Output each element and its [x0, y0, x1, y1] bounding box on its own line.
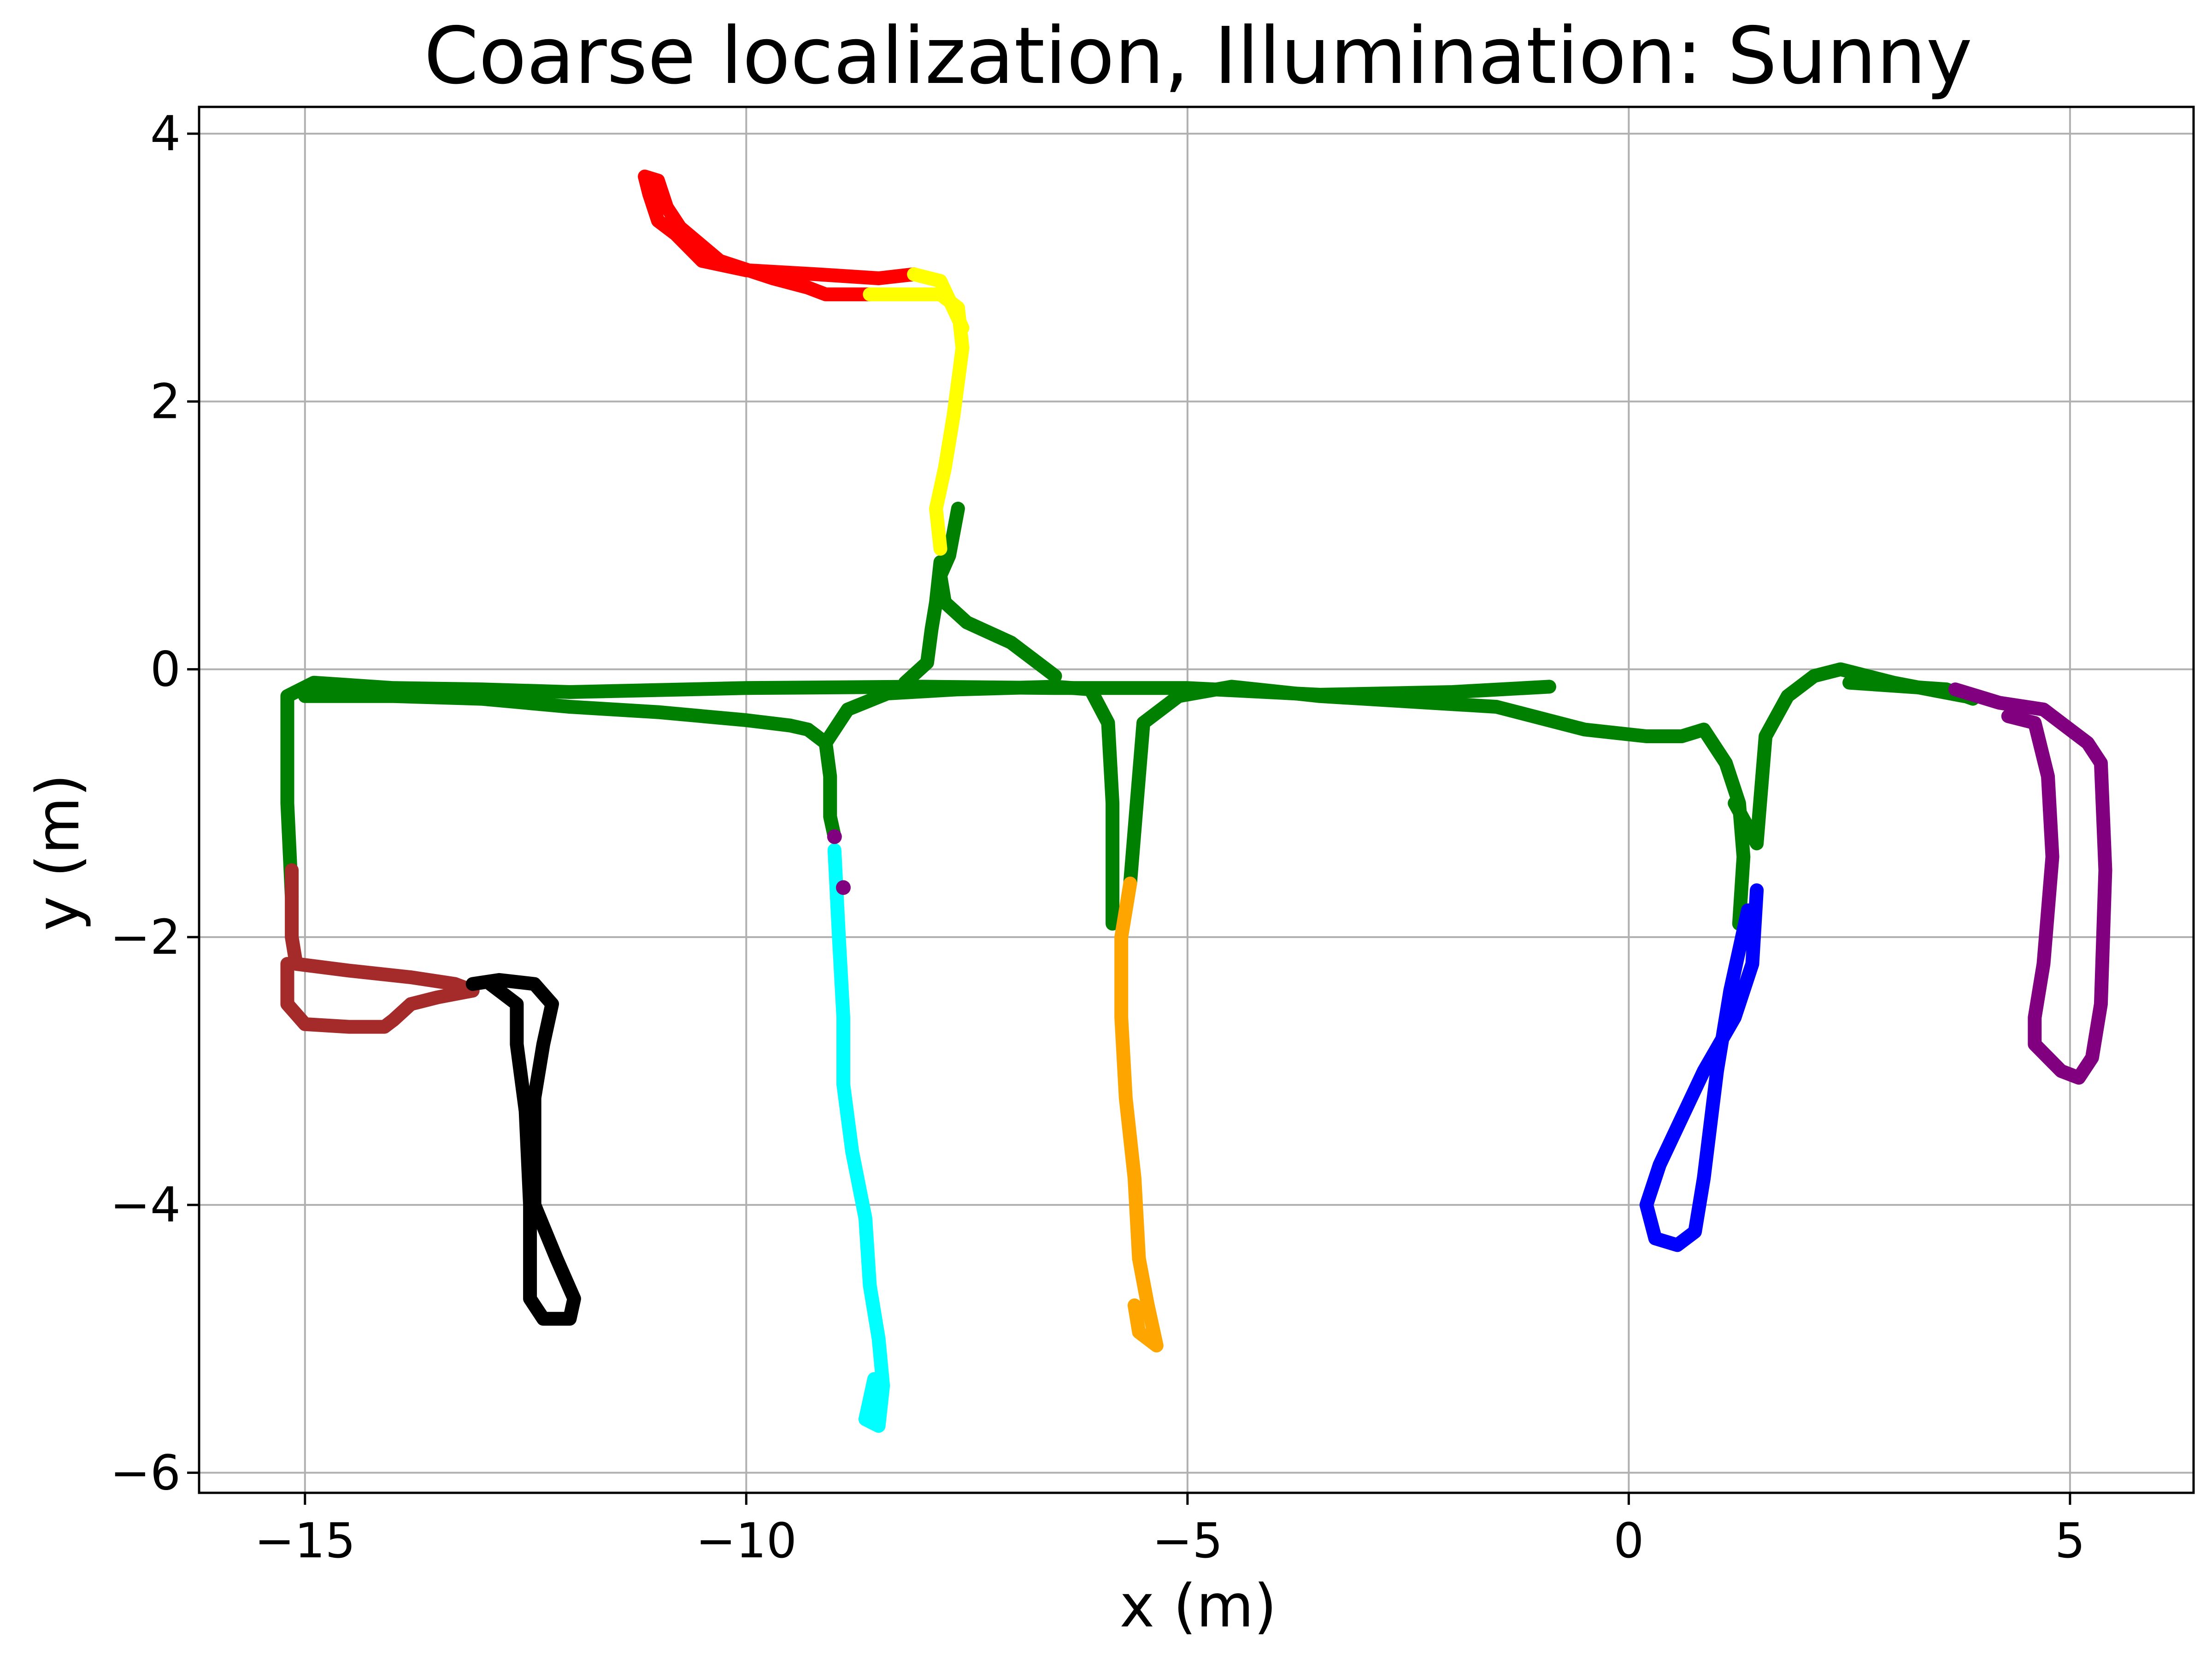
x-axis-label: x (m)	[1120, 1572, 1277, 1641]
trajectory-point	[827, 829, 842, 844]
y-tick-label: −4	[110, 1177, 181, 1233]
trajectory-path	[298, 689, 841, 844]
trajectory-path	[907, 267, 970, 335]
chart-title: Coarse localization, Illumination: Sunny	[424, 11, 1972, 102]
plot-frame	[198, 106, 2195, 1494]
trajectory-series-group	[1114, 876, 1164, 1353]
y-axis-label: y (m)	[24, 774, 93, 931]
x-tick-label: −15	[254, 1513, 355, 1569]
trajectory-series-group	[1639, 883, 1764, 1252]
trajectory-path	[1123, 680, 1751, 931]
trajectory-path	[863, 287, 970, 556]
trajectory-path	[1639, 883, 1764, 1252]
grid	[199, 107, 2194, 1493]
x-tick-label: −10	[696, 1513, 797, 1569]
trajectory-series-group	[827, 843, 890, 1433]
trajectory-path	[1728, 662, 1971, 851]
x-tick-label: −5	[1152, 1513, 1223, 1569]
trajectory-path	[1114, 876, 1164, 1353]
trajectory-path	[280, 675, 1556, 904]
trajectory-series-group	[280, 863, 480, 1034]
axis-ticks: −15 −10 −5 0 5 −6 −4 −2 0 2 4	[110, 106, 2085, 1569]
trajectory-path	[280, 863, 480, 1034]
trajectory-point	[835, 880, 851, 895]
trajectory-path	[638, 170, 921, 301]
trajectory-series-group	[638, 170, 921, 301]
trajectory-path	[818, 680, 1120, 931]
trajectory-series-group	[863, 267, 970, 556]
y-tick-label: 2	[150, 373, 181, 429]
trajectory-path	[898, 555, 947, 690]
trajectory-series-group	[465, 973, 581, 1326]
trajectory-series-group	[827, 829, 851, 895]
trajectory-path	[465, 973, 581, 1326]
y-tick-label: −6	[110, 1444, 181, 1501]
trajectory-series	[280, 170, 2112, 1433]
trajectory-path	[1948, 682, 2112, 1085]
x-tick-label: 5	[2055, 1513, 2085, 1569]
y-tick-label: −2	[110, 909, 181, 965]
y-tick-label: 4	[150, 106, 181, 162]
trajectory-series-group	[1948, 682, 2112, 1085]
x-tick-label: 0	[1613, 1513, 1644, 1569]
trajectory-path	[933, 501, 1062, 683]
y-tick-label: 0	[150, 641, 181, 698]
trajectory-series-group	[280, 501, 1980, 931]
trajectory-path	[827, 843, 890, 1433]
